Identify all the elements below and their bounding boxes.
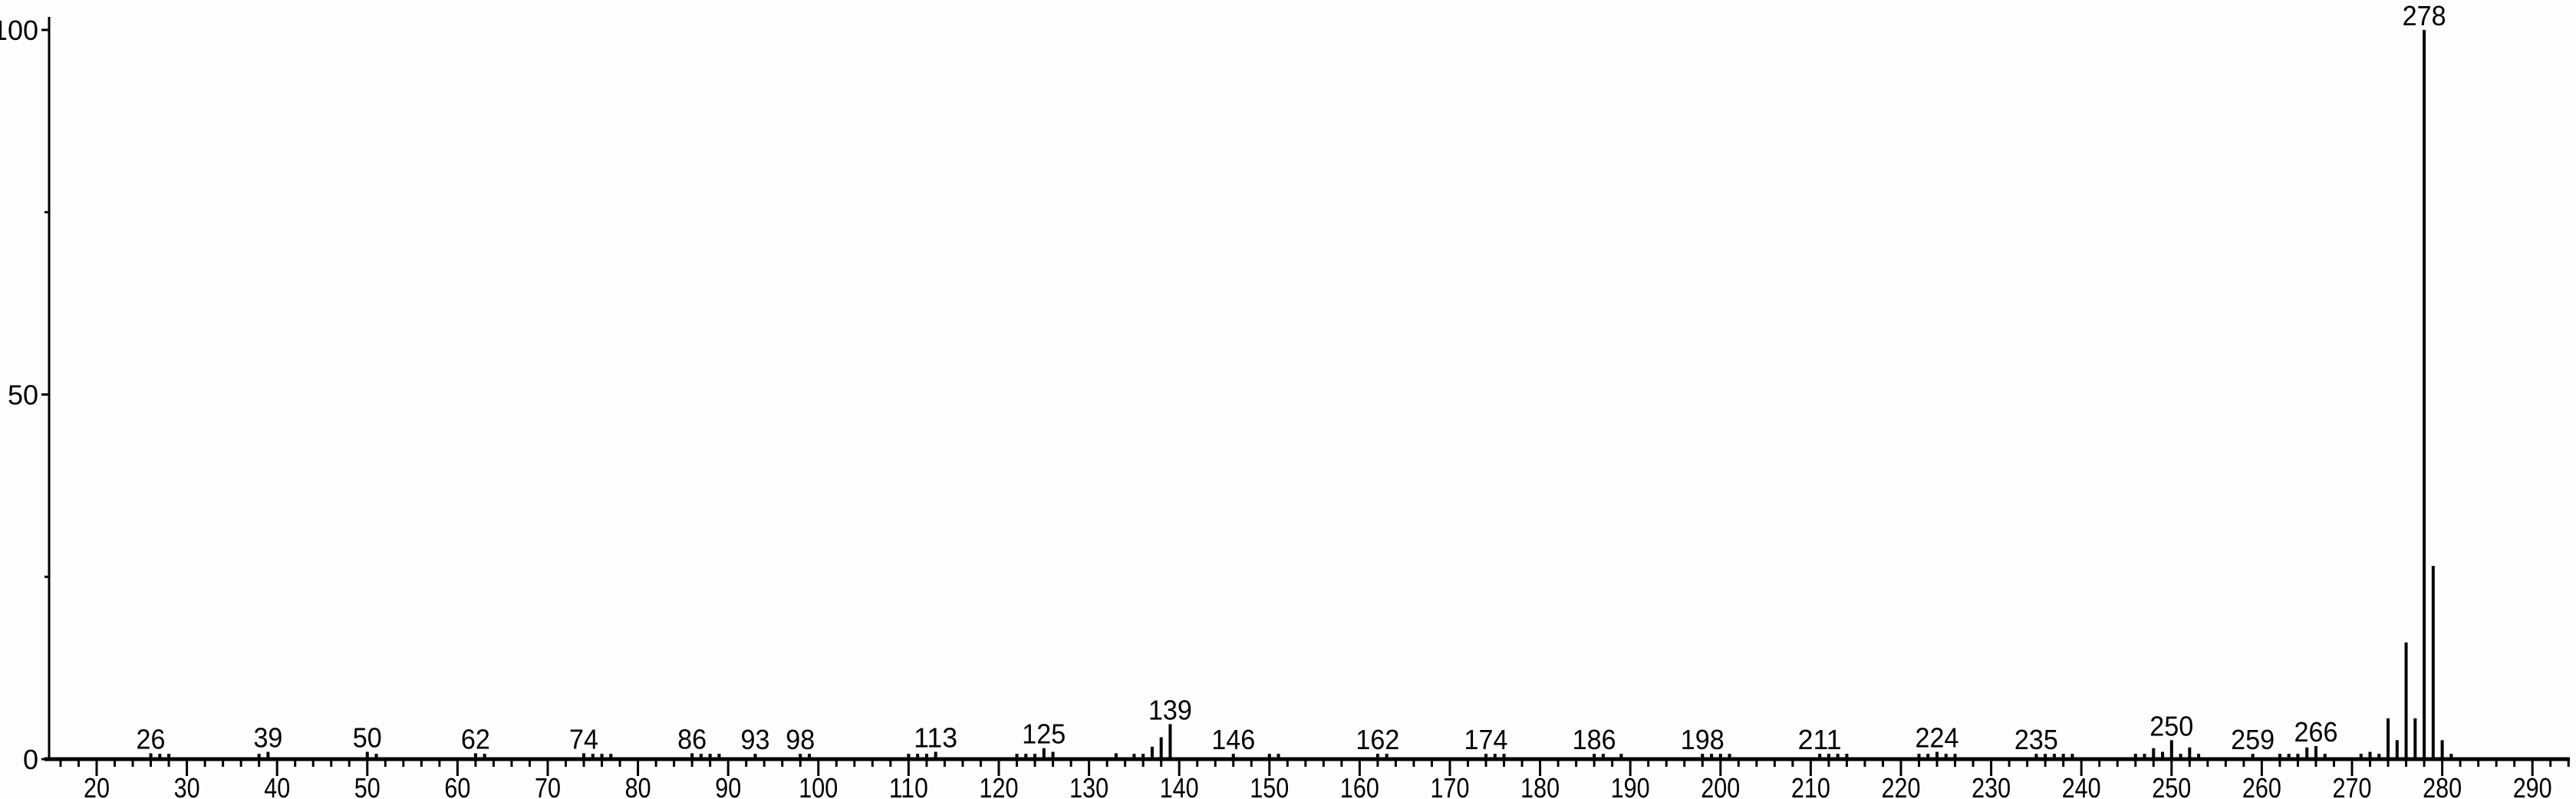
- x-tick-label: 160: [1340, 772, 1379, 799]
- peak-label: 174: [1464, 724, 1508, 755]
- peak-label: 235: [2014, 724, 2058, 755]
- peak-label: 139: [1148, 694, 1192, 725]
- x-tick-label: 260: [2242, 772, 2281, 799]
- x-tick-label: 40: [264, 772, 290, 799]
- x-tick-label: 50: [354, 772, 380, 799]
- peak-label: 98: [786, 724, 815, 755]
- x-tick-label: 100: [799, 772, 838, 799]
- x-tick-label: 210: [1791, 772, 1830, 799]
- peak-label: 186: [1573, 724, 1616, 755]
- x-tick-label: 70: [535, 772, 561, 799]
- x-tick-label: 80: [625, 772, 651, 799]
- peak-label: 86: [677, 723, 707, 755]
- peak-label: 250: [2149, 710, 2193, 741]
- peak-label: 74: [569, 723, 598, 755]
- x-tick-label: 170: [1431, 772, 1470, 799]
- x-tick-label: 110: [889, 772, 928, 799]
- peak-label: 93: [740, 724, 769, 755]
- x-tick-label: 220: [1882, 772, 1921, 799]
- x-tick-label: 120: [980, 772, 1019, 799]
- peak-label: 162: [1356, 724, 1399, 755]
- peak-label: 39: [253, 722, 282, 753]
- peak-label: 26: [137, 723, 166, 755]
- peak-label: 125: [1022, 718, 1066, 750]
- peak-label: 224: [1916, 722, 1959, 753]
- x-tick-label: 280: [2423, 772, 2462, 799]
- peak-label: 211: [1798, 724, 1842, 755]
- peak-label: 278: [2403, 0, 2446, 31]
- peak-label: 259: [2231, 724, 2275, 755]
- peak-label: 146: [1211, 724, 1255, 755]
- y-tick-label: 0: [23, 744, 38, 775]
- x-tick-label: 190: [1611, 772, 1650, 799]
- x-tick-label: 60: [444, 772, 470, 799]
- x-tick-label: 250: [2152, 772, 2191, 799]
- y-tick-label: 50: [8, 380, 38, 411]
- peak-label: 62: [461, 723, 490, 755]
- x-tick-label: 200: [1701, 772, 1740, 799]
- x-tick-label: 290: [2513, 772, 2552, 799]
- x-tick-label: 30: [174, 772, 200, 799]
- y-tick-label: 100: [0, 15, 38, 46]
- x-tick-label: 140: [1160, 772, 1199, 799]
- x-tick-label: 150: [1250, 772, 1289, 799]
- peak-label: 266: [2294, 716, 2337, 748]
- x-tick-label: 20: [84, 772, 110, 799]
- peak-label: 50: [353, 722, 382, 753]
- x-tick-label: 240: [2062, 772, 2101, 799]
- peak-label: 198: [1681, 724, 1724, 755]
- x-tick-label: 180: [1520, 772, 1560, 799]
- x-tick-label: 270: [2333, 772, 2372, 799]
- x-tick-label: 90: [715, 772, 741, 799]
- x-tick-label: 230: [1972, 772, 2011, 799]
- x-tick-label: 130: [1069, 772, 1108, 799]
- peak-label: 113: [914, 722, 957, 753]
